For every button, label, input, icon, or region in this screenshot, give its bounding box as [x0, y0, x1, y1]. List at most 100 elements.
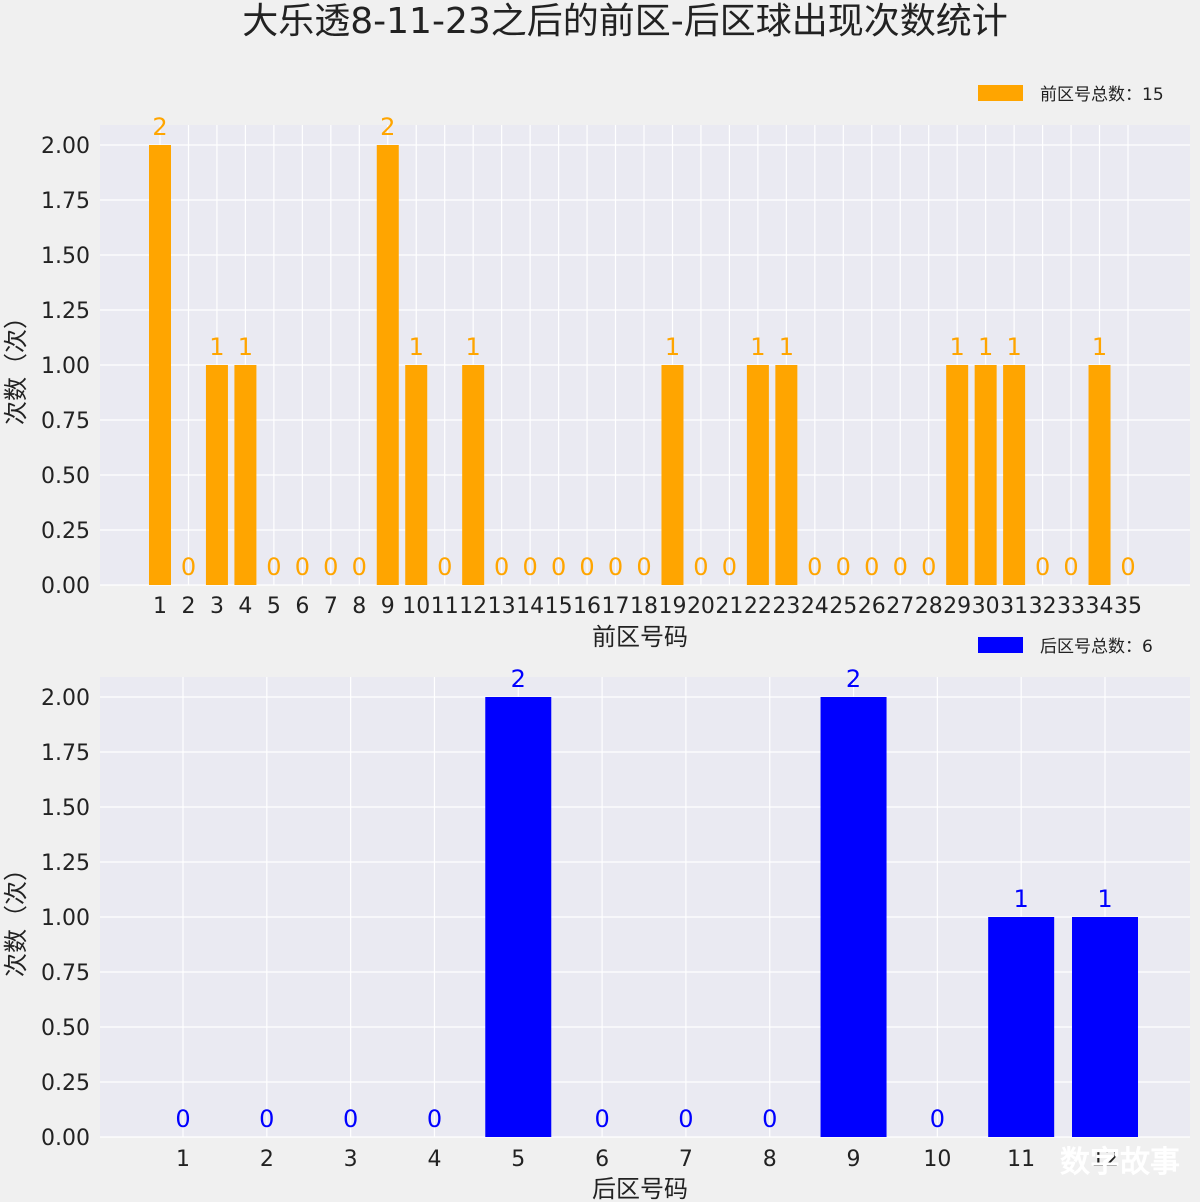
front-ytick-label: 1.75 — [41, 189, 90, 214]
front-value-label-12: 1 — [466, 333, 481, 361]
front-bar-19 — [661, 365, 684, 585]
front-value-label-9: 2 — [380, 113, 395, 141]
front-legend-label: 前区号总数：15 — [1040, 85, 1164, 105]
front-xtick-label: 2 — [181, 594, 195, 619]
front-value-label-31: 1 — [1006, 333, 1021, 361]
front-xtick-label: 8 — [352, 594, 366, 619]
chart-title: 大乐透8-11-23之后的前区-后区球出现次数统计 — [242, 1, 1008, 42]
front-xtick-label: 34 — [1086, 594, 1114, 619]
back-bar-5 — [485, 697, 552, 1137]
front-xtick-label: 31 — [1000, 594, 1028, 619]
back-ytick-label: 1.50 — [41, 796, 90, 821]
front-ytick-label: 1.00 — [41, 354, 90, 379]
front-bar-3 — [205, 365, 228, 585]
front-value-label-6: 0 — [295, 553, 310, 581]
watermark: 数字故事 — [1060, 1145, 1180, 1180]
front-value-label-33: 0 — [1063, 553, 1078, 581]
front-bar-12 — [462, 365, 485, 585]
back-xtick-label: 1 — [176, 1147, 190, 1172]
front-value-label-27: 0 — [893, 553, 908, 581]
back-ytick-label: 0.75 — [41, 961, 90, 986]
front-y-axis-label: 次数（次） — [2, 305, 30, 425]
front-xtick-label: 9 — [381, 594, 395, 619]
back-value-label-9: 2 — [846, 665, 861, 693]
front-xtick-label: 1 — [153, 594, 167, 619]
front-value-label-34: 1 — [1092, 333, 1107, 361]
back-xtick-label: 7 — [679, 1147, 693, 1172]
front-xtick-label: 23 — [772, 594, 800, 619]
back-bar-11 — [988, 917, 1055, 1137]
back-ytick-label: 0.00 — [41, 1126, 90, 1151]
front-ytick-label: 2.00 — [41, 134, 90, 159]
front-xtick-label: 5 — [267, 594, 281, 619]
front-value-label-24: 0 — [807, 553, 822, 581]
front-x-axis-label: 前区号码 — [592, 623, 688, 651]
back-legend-label: 后区号总数：6 — [1040, 637, 1153, 657]
front-xtick-label: 26 — [858, 594, 886, 619]
back-bar-12 — [1072, 917, 1138, 1137]
back-xtick-label: 10 — [923, 1147, 951, 1172]
front-xtick-label: 19 — [658, 594, 686, 619]
back-ytick-label: 2.00 — [41, 686, 90, 711]
front-value-label-5: 0 — [266, 553, 281, 581]
front-xtick-label: 28 — [915, 594, 943, 619]
back-xtick-label: 11 — [1007, 1147, 1035, 1172]
front-xtick-label: 16 — [573, 594, 601, 619]
front-xtick-label: 11 — [431, 594, 459, 619]
front-bar-31 — [1003, 365, 1026, 585]
front-value-label-25: 0 — [836, 553, 851, 581]
front-legend-swatch — [978, 85, 1023, 101]
front-value-label-11: 0 — [437, 553, 452, 581]
front-bar-10 — [405, 365, 428, 585]
back-xtick-label: 2 — [260, 1147, 274, 1172]
back-ytick-label: 1.00 — [41, 906, 90, 931]
front-value-label-7: 0 — [323, 553, 338, 581]
front-value-label-19: 1 — [665, 333, 680, 361]
front-bar-34 — [1088, 365, 1111, 585]
front-value-label-8: 0 — [352, 553, 367, 581]
front-xtick-label: 32 — [1029, 594, 1057, 619]
front-value-label-13: 0 — [494, 553, 509, 581]
front-ytick-label: 0.75 — [41, 409, 90, 434]
front-value-label-1: 2 — [152, 113, 167, 141]
back-value-label-6: 0 — [594, 1105, 609, 1133]
front-xtick-label: 4 — [238, 594, 252, 619]
front-xtick-label: 30 — [972, 594, 1000, 619]
front-xtick-label: 10 — [402, 594, 430, 619]
back-xtick-label: 5 — [511, 1147, 525, 1172]
back-bar-9 — [820, 697, 887, 1137]
front-value-label-16: 0 — [579, 553, 594, 581]
front-value-label-2: 0 — [181, 553, 196, 581]
front-xtick-label: 33 — [1057, 594, 1085, 619]
front-xtick-label: 20 — [687, 594, 715, 619]
front-value-label-22: 1 — [750, 333, 765, 361]
front-ytick-label: 1.50 — [41, 244, 90, 269]
front-value-label-3: 1 — [209, 333, 224, 361]
front-value-label-21: 0 — [722, 553, 737, 581]
back-xtick-label: 9 — [847, 1147, 861, 1172]
front-xtick-label: 17 — [602, 594, 630, 619]
front-value-label-30: 1 — [978, 333, 993, 361]
front-plot-area — [100, 125, 1190, 585]
front-xtick-label: 6 — [295, 594, 309, 619]
front-value-label-14: 0 — [522, 553, 537, 581]
front-ytick-label: 0.50 — [41, 464, 90, 489]
front-xtick-label: 3 — [210, 594, 224, 619]
front-xtick-label: 13 — [488, 594, 516, 619]
back-ytick-label: 0.25 — [41, 1071, 90, 1096]
front-value-label-23: 1 — [779, 333, 794, 361]
front-value-label-17: 0 — [608, 553, 623, 581]
front-value-label-4: 1 — [238, 333, 253, 361]
back-ytick-label: 1.75 — [41, 741, 90, 766]
back-value-label-4: 0 — [427, 1105, 442, 1133]
back-xtick-label: 8 — [763, 1147, 777, 1172]
back-zone-panel: 0.00 0.25 0.50 0.75 1.00 1.25 1.50 1.75 2.00 0 0 0 0… — [2, 637, 1190, 1202]
back-value-label-2: 0 — [259, 1105, 274, 1133]
front-xtick-label: 14 — [516, 594, 544, 619]
back-value-label-5: 2 — [511, 665, 526, 693]
front-xtick-label: 7 — [324, 594, 338, 619]
front-xtick-label: 24 — [801, 594, 829, 619]
front-bar-23 — [775, 365, 798, 585]
